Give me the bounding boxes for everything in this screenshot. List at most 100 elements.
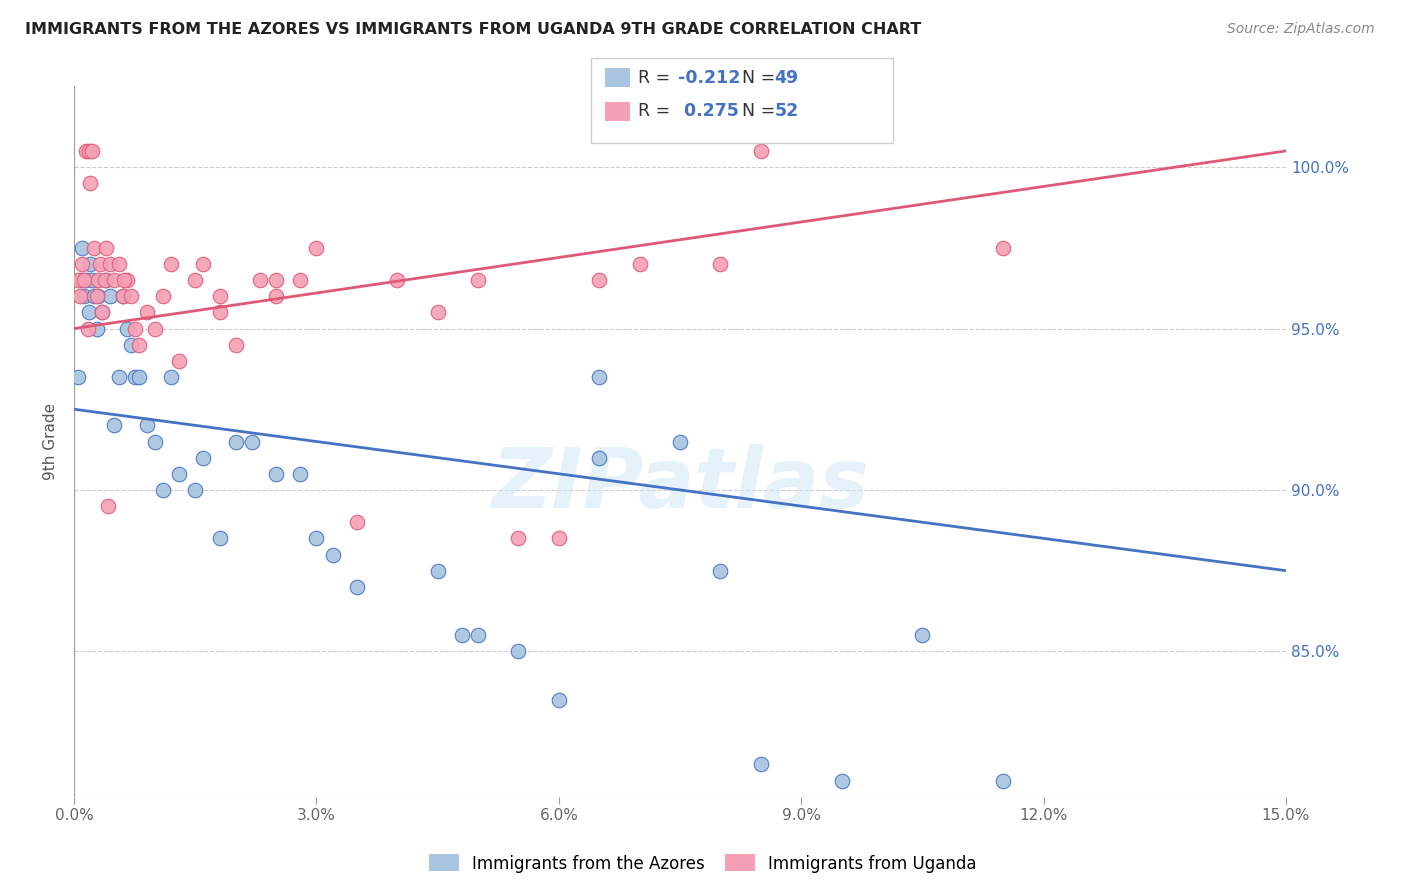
Point [709,564,731,578]
Point [508,532,530,546]
Point [240,434,263,449]
Point [103,418,125,433]
Point [94,273,117,287]
Text: ZIPatlas: ZIPatlas [491,443,869,524]
Point [91,305,114,319]
Point [193,257,215,271]
Point [73,273,96,287]
Point [80,273,103,287]
Point [346,515,368,529]
Point [143,434,166,449]
Point [993,241,1015,255]
Y-axis label: 9th Grade: 9th Grade [44,403,58,480]
Point [225,434,247,449]
Point [709,257,731,271]
Point [73,289,96,303]
Text: 49: 49 [775,69,799,87]
Point [322,548,344,562]
Point [184,273,207,287]
Point [112,273,135,287]
Point [993,773,1015,788]
Point [100,257,122,271]
Point [508,644,530,658]
Point [97,499,120,513]
Point [749,144,772,158]
Point [77,144,100,158]
Point [290,467,312,481]
Point [69,289,91,303]
Point [264,289,287,303]
Point [107,257,129,271]
Point [83,289,105,303]
Point [96,241,118,255]
Point [193,450,215,465]
Point [547,693,569,707]
Text: 0.275: 0.275 [678,103,738,120]
Point [79,176,101,190]
Point [208,305,231,319]
Point [208,289,231,303]
Point [115,273,138,287]
Point [70,257,93,271]
Point [67,370,90,384]
Point [588,450,610,465]
Point [91,305,114,319]
Point [346,580,368,594]
Point [426,564,449,578]
Point [135,418,157,433]
Point [86,321,108,335]
Point [77,305,100,319]
Point [264,467,287,481]
Point [225,337,247,351]
Legend: Immigrants from the Azores, Immigrants from Uganda: Immigrants from the Azores, Immigrants f… [422,847,984,880]
Point [547,532,569,546]
Point [451,628,474,642]
Point [831,773,853,788]
Point [135,305,157,319]
Point [152,483,174,497]
Point [111,289,134,303]
Point [115,321,138,335]
Point [264,273,287,287]
Text: 52: 52 [775,103,799,120]
Point [167,467,190,481]
Point [426,305,449,319]
Point [128,370,150,384]
Point [79,257,101,271]
Point [96,273,118,287]
Point [387,273,409,287]
Point [588,370,610,384]
Text: N =: N = [742,69,782,87]
Point [75,144,97,158]
Point [86,289,108,303]
Point [87,273,110,287]
Point [208,532,231,546]
Text: -0.212: -0.212 [678,69,740,87]
Point [75,273,97,287]
Point [167,353,190,368]
Point [107,370,129,384]
Point [628,257,651,271]
Point [89,257,111,271]
Point [467,628,489,642]
Point [83,241,105,255]
Point [120,337,142,351]
Point [911,628,934,642]
Text: R =: R = [638,69,676,87]
Point [120,289,142,303]
Point [669,434,692,449]
Point [160,370,183,384]
Point [160,257,183,271]
Point [87,289,110,303]
Point [103,273,125,287]
Text: R =: R = [638,103,676,120]
Text: N =: N = [742,103,782,120]
Text: IMMIGRANTS FROM THE AZORES VS IMMIGRANTS FROM UGANDA 9TH GRADE CORRELATION CHART: IMMIGRANTS FROM THE AZORES VS IMMIGRANTS… [25,22,921,37]
Point [124,370,146,384]
Point [128,337,150,351]
Point [249,273,271,287]
Point [152,289,174,303]
Point [67,273,90,287]
Point [80,144,103,158]
Point [588,273,610,287]
